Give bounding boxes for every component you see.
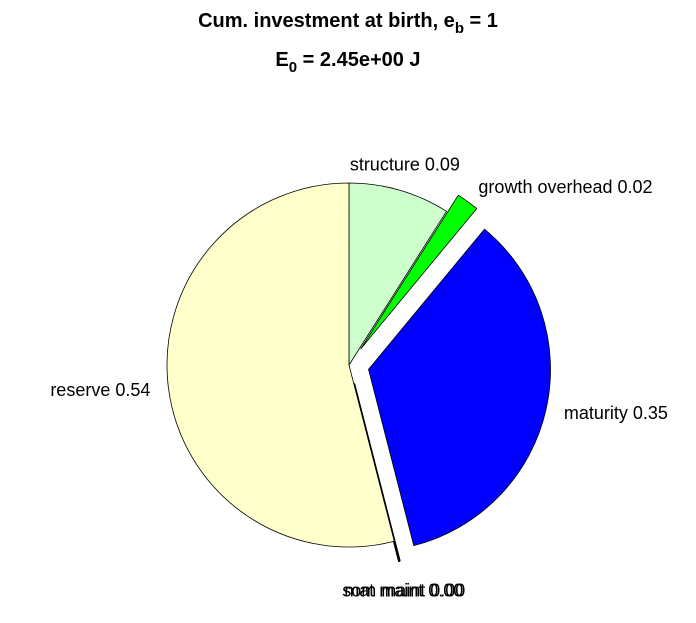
- slice-label: maturity 0.35: [564, 403, 668, 423]
- title-text: Cum. investment at birth, e: [198, 10, 455, 32]
- subtitle-rest: = 2.45e+00 J: [297, 49, 420, 71]
- slice-label: structure 0.09: [350, 155, 460, 175]
- pie-slice: [368, 228, 551, 547]
- title-sub: b: [455, 20, 464, 37]
- chart-title: Cum. investment at birth, eb = 1: [198, 10, 498, 37]
- pie-slice: [360, 194, 478, 350]
- chart-subtitle: E0 = 2.45e+00 J: [275, 49, 420, 76]
- slice-label: reserve 0.54: [50, 380, 150, 400]
- slice-label: growth overhead 0.02: [478, 177, 652, 197]
- pie-slice: [348, 182, 447, 366]
- subtitle-text: E: [275, 49, 288, 71]
- slice-label: som maint 0.00: [342, 580, 465, 600]
- slice-label: mat maint 0.00: [344, 580, 463, 600]
- title-rest: = 1: [464, 10, 498, 32]
- pie-slice: [166, 182, 395, 548]
- subtitle-sub: 0: [289, 59, 297, 76]
